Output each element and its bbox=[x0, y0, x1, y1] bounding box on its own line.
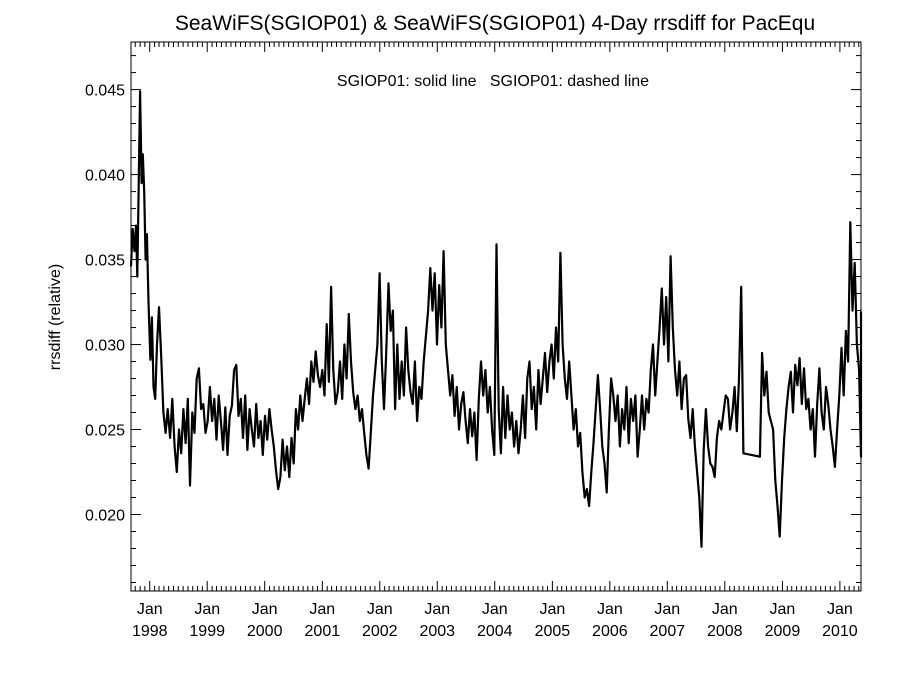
x-tick-label-month: Jan bbox=[194, 601, 220, 618]
x-tick-label-month: Jan bbox=[827, 601, 853, 618]
x-tick-label-year: 2008 bbox=[707, 623, 743, 640]
x-tick-label-year: 2009 bbox=[765, 623, 801, 640]
x-tick-label-month: Jan bbox=[597, 601, 623, 618]
x-tick-label-month: Jan bbox=[712, 601, 738, 618]
x-tick-label-month: Jan bbox=[770, 601, 796, 618]
x-tick-label-month: Jan bbox=[367, 601, 393, 618]
x-tick-label-month: Jan bbox=[309, 601, 335, 618]
y-tick-label: 0.020 bbox=[85, 508, 125, 525]
legend-annotation: SGIOP01: solid line SGIOP01: dashed line bbox=[337, 73, 649, 90]
x-tick-label-year: 2001 bbox=[305, 623, 341, 640]
x-tick-label-year: 1998 bbox=[132, 623, 168, 640]
x-tick-label-year: 2003 bbox=[419, 623, 455, 640]
y-tick-label: 0.040 bbox=[85, 168, 125, 185]
x-tick-label-month: Jan bbox=[482, 601, 508, 618]
chart-title: SeaWiFS(SGIOP01) & SeaWiFS(SGIOP01) 4-Da… bbox=[175, 12, 815, 35]
x-tick-label-month: Jan bbox=[539, 601, 565, 618]
x-tick-label-year: 2007 bbox=[650, 623, 686, 640]
y-tick-label: 0.045 bbox=[85, 83, 125, 100]
x-tick-label-year: 2006 bbox=[592, 623, 628, 640]
x-tick-label-year: 2000 bbox=[247, 623, 283, 640]
series-layer bbox=[129, 90, 863, 548]
x-tick-label-year: 2002 bbox=[362, 623, 398, 640]
y-axis-label: rrsdiff (relative) bbox=[47, 264, 64, 370]
x-tick-label-month: Jan bbox=[137, 601, 163, 618]
x-tick-label-year: 1999 bbox=[189, 623, 225, 640]
y-tick-label: 0.035 bbox=[85, 253, 125, 270]
tick-labels: 0.020 0.025 0.030 0.035 0.040 0.045 Jan 1998 Jan… bbox=[85, 83, 858, 640]
y-tick-label: 0.030 bbox=[85, 338, 125, 355]
y-tick-label: 0.025 bbox=[85, 423, 125, 440]
x-tick-label-year: 2010 bbox=[822, 623, 858, 640]
x-tick-label-year: 2004 bbox=[477, 623, 513, 640]
x-tick-label-month: Jan bbox=[654, 601, 680, 618]
x-tick-label-month: Jan bbox=[424, 601, 450, 618]
axis-ticks bbox=[131, 42, 861, 591]
x-tick-label-month: Jan bbox=[252, 601, 278, 618]
series-line-solid bbox=[129, 90, 863, 548]
x-tick-label-year: 2005 bbox=[535, 623, 571, 640]
